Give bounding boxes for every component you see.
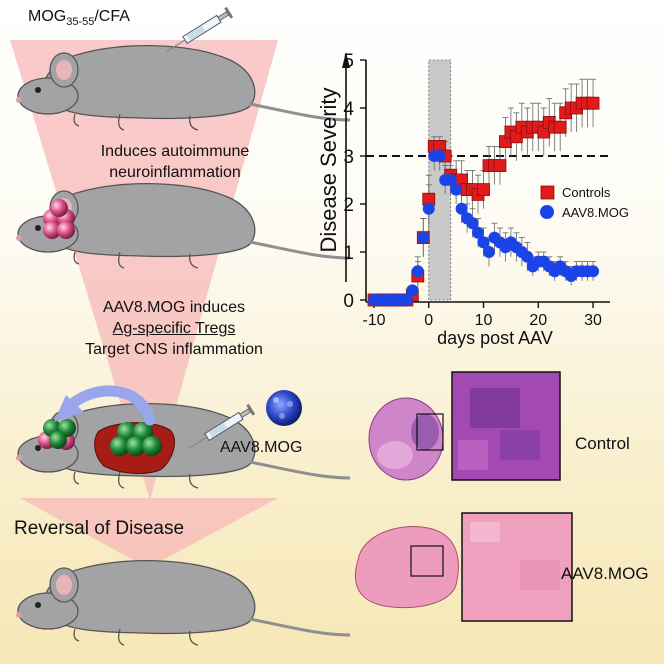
x-tick-label: -10 (362, 312, 385, 329)
migration-arrowhead-icon (54, 395, 84, 422)
data-point-aav8mog (444, 174, 457, 186)
data-point-aav8mog (411, 265, 424, 278)
cns-inflammation-icon (43, 199, 75, 239)
y-axis-label: Disease Severity (316, 87, 341, 252)
data-point-aav8mog (400, 294, 413, 306)
data-point-aav8mog (483, 246, 495, 258)
y-tick-label: 3 (343, 147, 354, 168)
data-point-aav8mog (466, 217, 479, 230)
pathway-arrowhead (20, 498, 278, 568)
data-point-aav8mog (406, 284, 419, 297)
data-point-aav8mog (472, 226, 485, 239)
step1-caption: Induces autoimmune neuroinflammation (100, 143, 250, 181)
x-tick-label: 0 (424, 312, 433, 329)
aav-virus-icon (266, 390, 302, 426)
y-tick-label: 0 (343, 291, 354, 312)
treg-cluster-liver-icon (110, 422, 162, 456)
data-point-aav8mog (455, 202, 468, 215)
data-point-aav8mog (433, 150, 446, 162)
disease-severity-chart: 0 1 2 3 4 5 -10 0 10 20 30 Disease Severity days … (316, 51, 629, 348)
y-tick-label: 4 (343, 99, 354, 120)
data-point-controls (553, 120, 567, 134)
histology-control-image (368, 397, 444, 481)
data-point-controls (477, 183, 490, 197)
injection-label: AAV8.MOG (220, 439, 303, 456)
mouse-recovered (14, 559, 352, 647)
treg-cluster-cns-icon (38, 419, 76, 450)
migration-arrow-icon (66, 385, 156, 426)
pathway-funnel (10, 40, 278, 500)
histology-control-label: Control (575, 434, 630, 453)
data-point-aav8mog (477, 236, 490, 249)
data-point-aav8mog (521, 250, 534, 263)
histology-aav8mog-inset-box (410, 545, 444, 577)
histology-control-zoom-image (451, 371, 561, 481)
legend-label-aav8mog: AAV8.MOG (562, 205, 629, 220)
legend-swatch-controls (540, 185, 555, 200)
x-axis-label: days post AAV (437, 328, 553, 348)
histology-aav8mog-image (354, 526, 459, 609)
y-tick-label: 5 (343, 51, 354, 72)
step2-caption: AAV8.MOG induces Ag-specific Tregs Targe… (85, 299, 263, 358)
immunogen-label: MOG35-55/CFA (28, 8, 130, 29)
data-point-aav8mog (422, 202, 435, 215)
y-tick-label: 1 (343, 243, 354, 264)
data-point-aav8mog (450, 183, 463, 196)
data-point-aav8mog (587, 265, 600, 278)
result-label: Reversal of Disease (14, 518, 185, 539)
x-tick-label: 20 (529, 312, 547, 329)
y-tick-label: 2 (343, 195, 354, 216)
data-point-aav8mog (417, 231, 430, 244)
x-tick-label: 30 (584, 312, 602, 329)
legend: Controls AAV8.MOG (540, 185, 629, 220)
legend-swatch-aav8mog (540, 205, 554, 219)
x-tick-label: 10 (475, 312, 493, 329)
data-point-controls (493, 159, 507, 173)
histology-aav8mog-label: AAV8.MOG (561, 564, 649, 583)
data-point-controls (586, 96, 600, 110)
histology-aav8mog-zoom-image (461, 512, 573, 622)
histology-control-inset-box (416, 413, 444, 451)
legend-label-controls: Controls (562, 185, 611, 200)
y-axis-arrow-icon (342, 52, 350, 68)
